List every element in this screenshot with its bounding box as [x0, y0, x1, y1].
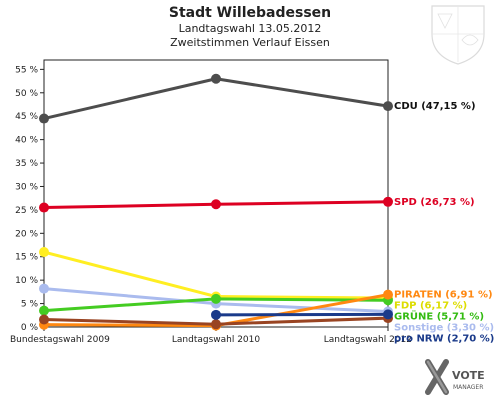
data-point-die-linke	[39, 314, 49, 325]
logo-line-2: MANAGER	[453, 384, 483, 391]
series-label-spd: SPD (26,73 %)	[394, 197, 475, 208]
y-tick-label: 10 %	[15, 276, 38, 286]
chart-subtitle-2: Zweitstimmen Verlauf Eissen	[170, 36, 330, 49]
y-tick-label: 40 %	[15, 136, 38, 146]
y-tick-label: 45 %	[15, 112, 38, 122]
vote-manager-logo: VOTE MANAGER	[425, 359, 485, 395]
coat-of-arms-icon	[431, 5, 485, 65]
series-label-cdu: CDU (47,15 %)	[394, 101, 476, 112]
x-tick-label: Bundestagswahl 2009	[10, 335, 110, 345]
data-point-spd	[211, 199, 221, 210]
data-point-cdu	[211, 73, 221, 84]
x-tick-label: Landtagswahl 2010	[172, 335, 261, 345]
data-point-pro-nrw	[383, 309, 393, 320]
vote-manager-x-icon	[425, 359, 449, 395]
series-label-fdp: FDP (6,17 %)	[394, 301, 467, 312]
x-axis: Bundestagswahl 2009 Landtagswahl 2010 Land…	[10, 327, 412, 345]
y-tick-label: 0 %	[21, 323, 39, 333]
series-line-cdu	[43, 77, 389, 121]
series-labels: CDU (47,15 %) SPD (26,73 %) PIRATEN (6,91 …	[394, 101, 494, 344]
y-tick-label: 35 %	[15, 159, 38, 169]
series-label-piraten: PIRATEN (6,91 %)	[394, 290, 493, 301]
data-point-die-linke	[211, 319, 221, 330]
data-point-gr-ne	[211, 293, 221, 304]
data-point-gr-ne	[39, 305, 49, 316]
chart-subtitle-1: Landtagswahl 13.05.2012	[179, 22, 322, 35]
plot-frame	[43, 59, 389, 328]
data-point-sonstige	[39, 283, 49, 294]
series-label-sonstige: Sonstige (3,30 %)	[394, 323, 494, 334]
y-tick-label: 15 %	[15, 253, 38, 263]
logo-line-1: VOTE	[452, 369, 485, 382]
series-line-fdp	[43, 250, 389, 300]
data-point-cdu	[39, 113, 49, 124]
y-tick-label: 55 %	[15, 65, 38, 75]
x-tick-label: Landtagswahl 2012	[324, 335, 412, 345]
data-point-piraten	[383, 289, 393, 300]
data-point-cdu	[383, 101, 393, 112]
y-tick-label: 30 %	[15, 182, 38, 192]
y-axis: 0 % 5 % 10 % 15 % 20 % 25 % 30 % 35 % 40 % 45 % 50…	[15, 65, 44, 333]
y-tick-label: 20 %	[15, 229, 38, 239]
y-tick-label: 50 %	[15, 89, 38, 99]
y-tick-label: 25 %	[15, 206, 38, 216]
series-group	[39, 73, 393, 331]
chart-title: Stadt Willebadessen	[169, 5, 331, 21]
data-point-spd	[383, 196, 393, 207]
series-label-pro-nrw: pro NRW (2,70 %)	[394, 334, 494, 345]
data-point-spd	[39, 202, 49, 213]
data-point-fdp	[39, 247, 49, 258]
series-label-gr-ne: GRÜNE (5,71 %)	[394, 309, 484, 323]
y-tick-label: 5 %	[21, 300, 39, 310]
data-point-pro-nrw	[211, 309, 221, 320]
